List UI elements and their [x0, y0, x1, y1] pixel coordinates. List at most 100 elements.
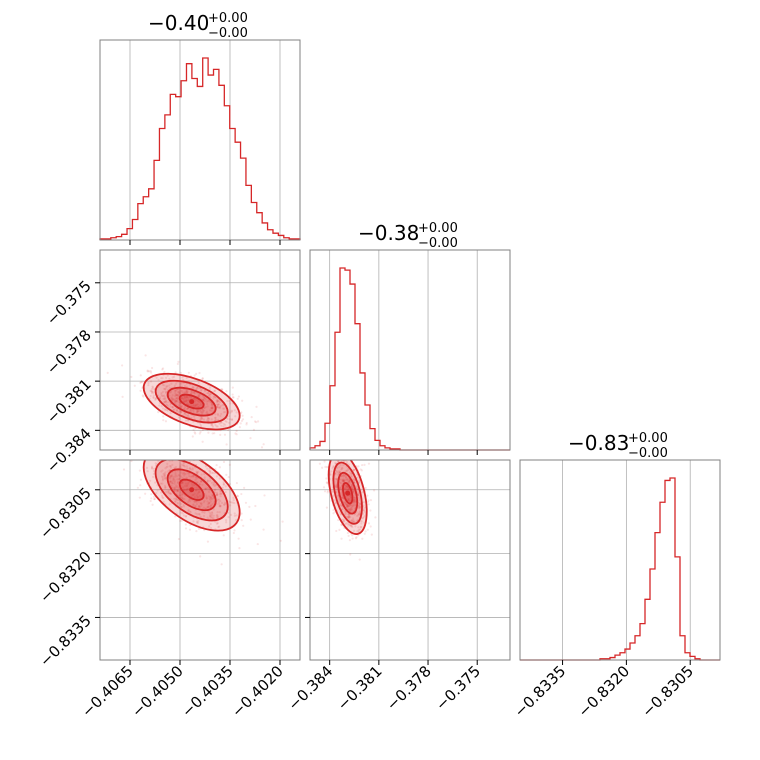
- scatter-point: [340, 475, 343, 478]
- scatter-point: [344, 501, 347, 505]
- scatter-point: [189, 408, 192, 412]
- scatter-point: [357, 514, 360, 517]
- scatter-point: [354, 502, 357, 505]
- scatter-point: [342, 520, 345, 523]
- y-tick-label: −0.8335: [36, 612, 95, 671]
- scatter-point: [183, 474, 186, 477]
- scatter-point: [227, 415, 230, 418]
- scatter-point: [204, 487, 207, 491]
- scatter-point: [169, 492, 172, 495]
- scatter-point: [200, 473, 203, 476]
- scatter-point: [162, 496, 165, 500]
- scatter-point: [207, 495, 211, 498]
- scatter-point: [164, 486, 167, 489]
- scatter-point: [220, 424, 223, 427]
- y-tick-label: −0.375: [43, 277, 95, 329]
- scatter-point: [230, 501, 233, 504]
- scatter-point: [370, 533, 373, 536]
- scatter-point: [202, 501, 206, 504]
- scatter-point: [339, 487, 342, 490]
- scatter-point: [356, 476, 359, 479]
- scatter-point: [210, 497, 213, 500]
- scatter-point: [262, 528, 265, 531]
- scatter-point: [334, 451, 336, 453]
- scatter-point: [182, 397, 185, 400]
- scatter-point: [169, 480, 172, 483]
- scatter-point: [173, 466, 176, 469]
- scatter-point: [348, 481, 352, 484]
- scatter-point: [348, 509, 352, 512]
- scatter-point: [262, 443, 265, 446]
- scatter-point: [346, 469, 349, 472]
- scatter-point: [183, 498, 186, 501]
- scatter-point: [322, 455, 324, 457]
- scatter-point: [182, 464, 186, 467]
- scatter-point: [208, 409, 212, 412]
- scatter-point: [186, 487, 189, 491]
- scatter-point: [200, 479, 203, 483]
- scatter-point: [196, 387, 200, 390]
- scatter-point: [321, 454, 323, 456]
- scatter-point: [338, 486, 342, 489]
- scatter-point: [342, 479, 345, 482]
- scatter-point: [202, 409, 205, 412]
- scatter-point: [344, 503, 347, 506]
- scatter-point: [188, 467, 191, 470]
- scatter-point: [216, 405, 219, 408]
- scatter-point: [338, 466, 341, 469]
- scatter-point: [203, 389, 206, 392]
- scatter-point: [186, 398, 190, 402]
- scatter-point: [240, 492, 243, 496]
- scatter-point: [176, 394, 179, 397]
- scatter-point: [151, 386, 155, 389]
- scatter-point: [148, 370, 151, 373]
- scatter-point: [362, 504, 365, 507]
- scatter-point: [340, 466, 344, 469]
- scatter-point: [345, 469, 348, 472]
- scatter-point: [193, 374, 196, 377]
- scatter-point: [180, 397, 183, 400]
- histogram-param-0: [99, 57, 301, 240]
- scatter-point: [325, 465, 329, 469]
- scatter-point: [151, 385, 154, 388]
- scatter-point: [205, 410, 209, 413]
- scatter-point: [174, 399, 178, 402]
- scatter-point: [220, 412, 223, 416]
- scatter-point: [185, 395, 188, 399]
- scatter-point: [186, 402, 189, 405]
- scatter-point: [208, 470, 212, 473]
- scatter-point: [201, 411, 204, 414]
- scatter-point: [228, 463, 231, 466]
- scatter-point: [106, 371, 109, 374]
- scatter-point: [203, 511, 206, 514]
- scatter-point: [183, 390, 186, 394]
- scatter-point: [174, 475, 177, 478]
- scatter-point: [202, 395, 205, 398]
- scatter-point: [362, 515, 365, 518]
- scatter-point: [351, 504, 354, 507]
- scatter-point: [218, 401, 222, 404]
- scatter-point: [209, 504, 212, 507]
- scatter-point: [174, 371, 177, 374]
- scatter-point: [178, 404, 181, 407]
- scatter-point: [189, 404, 192, 407]
- scatter-point: [347, 517, 350, 520]
- scatter-point: [199, 453, 201, 455]
- x-tick-label: −0.8305: [638, 662, 697, 721]
- scatter-point: [347, 524, 350, 527]
- scatter-point: [347, 480, 351, 483]
- scatter-point: [204, 390, 207, 393]
- scatter-point: [245, 421, 248, 425]
- scatter-point: [138, 496, 141, 499]
- scatter-point: [334, 485, 337, 488]
- scatter-point: [171, 463, 174, 466]
- scatter-point: [172, 477, 175, 481]
- scatter-point: [346, 498, 350, 502]
- scatter-point: [147, 384, 150, 387]
- scatter-point: [192, 475, 195, 478]
- scatter-point: [181, 481, 184, 485]
- scatter-point: [197, 519, 200, 523]
- scatter-point: [201, 483, 204, 486]
- scatter-point: [189, 468, 193, 471]
- scatter-point: [232, 396, 235, 399]
